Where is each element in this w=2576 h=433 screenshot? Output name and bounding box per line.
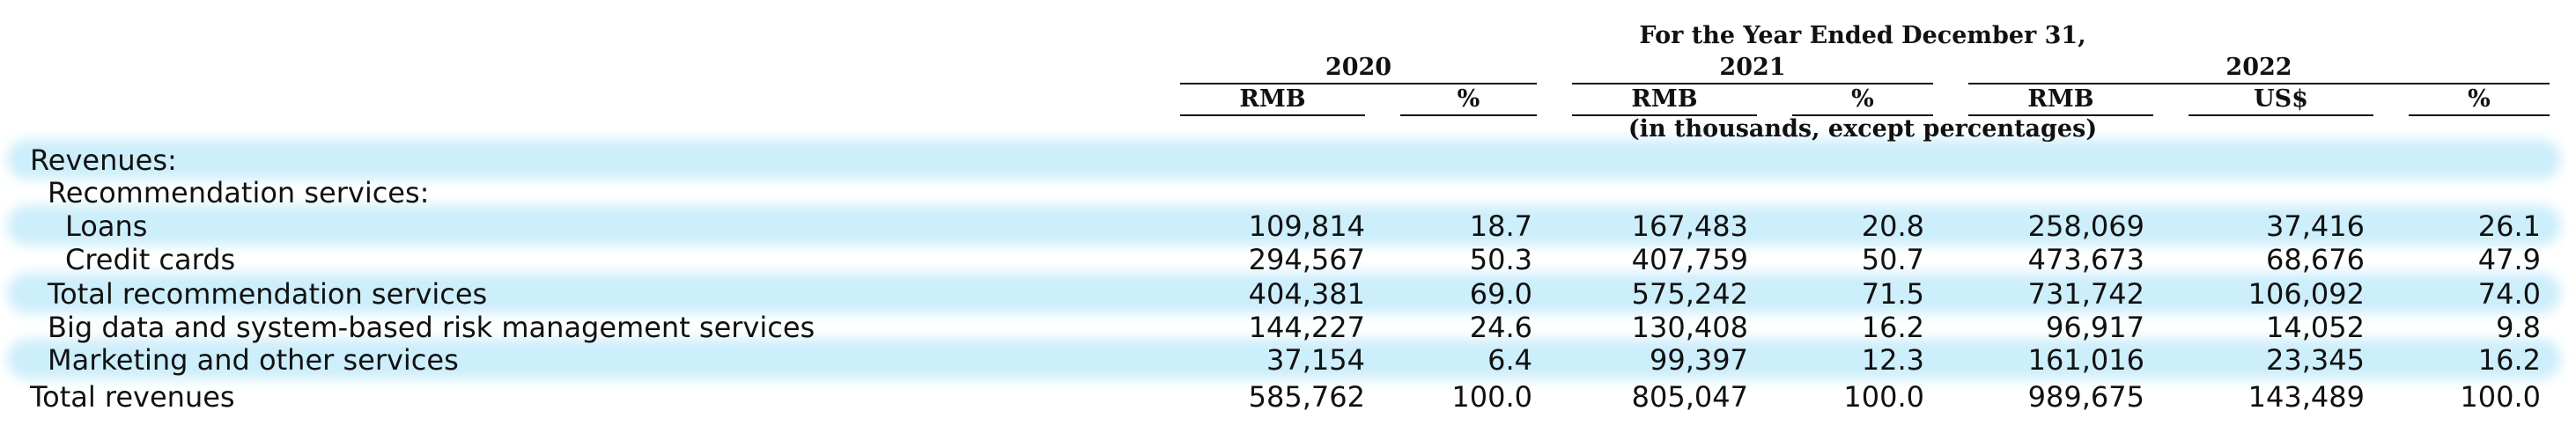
col-2021-rmb-header: RMB: [1631, 85, 1698, 113]
col-2022-rmb-rule: [1968, 114, 2153, 116]
cell-2020-rmb: 585,762: [1248, 380, 1365, 414]
cell-2022-usd: 37,416: [2266, 209, 2365, 243]
year-2020-header: 2020: [1325, 54, 1392, 81]
cell-2020-pct: 100.0: [1451, 380, 1532, 414]
cell-2021-pct: 20.8: [1861, 209, 1924, 243]
period-header: For the Year Ended December 31,: [1639, 22, 2086, 49]
cell-2020-pct: 24.6: [1469, 311, 1532, 344]
col-2022-usd-header: US$: [2254, 85, 2308, 113]
row-revenues: Revenues:: [0, 143, 2576, 177]
row-label: Marketing and other services: [48, 343, 459, 377]
cell-2022-pct: 47.9: [2477, 243, 2541, 276]
col-2020-pct-header: %: [1457, 85, 1480, 113]
row-label: Revenues:: [30, 143, 177, 177]
row-big-data-risk-management: Big data and system-based risk managemen…: [0, 311, 2576, 344]
highlight-band-marketing: [16, 348, 2552, 371]
year-2022-rule: [1968, 83, 2550, 84]
year-2021-rule: [1572, 83, 1933, 84]
cell-2022-usd: 14,052: [2266, 311, 2365, 344]
cell-2021-pct: 71.5: [1861, 277, 1924, 311]
cell-2020-pct: 18.7: [1469, 209, 1532, 243]
cell-2022-rmb: 161,016: [2027, 343, 2144, 377]
year-2022-header: 2022: [2225, 54, 2292, 81]
col-2022-pct-header: %: [2468, 85, 2491, 113]
col-2022-usd-rule: [2188, 114, 2373, 116]
cell-2021-rmb: 167,483: [1631, 209, 1748, 243]
cell-2020-rmb: 37,154: [1266, 343, 1365, 377]
cell-2020-rmb: 144,227: [1248, 311, 1365, 344]
row-total-revenues: Total revenues 585,762 100.0 805,047 100…: [0, 380, 2576, 414]
cell-2022-rmb: 473,673: [2027, 243, 2144, 276]
col-2021-pct-rule: [1792, 114, 1933, 116]
highlight-band-loans: [16, 214, 2552, 237]
cell-2022-usd: 143,489: [2248, 380, 2365, 414]
row-credit-cards: Credit cards 294,567 50.3 407,759 50.7 4…: [0, 243, 2576, 276]
cell-2022-rmb: 96,917: [2046, 311, 2144, 344]
cell-2020-rmb: 109,814: [1248, 209, 1365, 243]
cell-2020-pct: 69.0: [1469, 277, 1532, 311]
row-recommendation-services: Recommendation services:: [0, 176, 2576, 209]
cell-2020-pct: 6.4: [1487, 343, 1532, 377]
cell-2021-pct: 100.0: [1843, 380, 1924, 414]
cell-2020-pct: 50.3: [1469, 243, 1532, 276]
units-note: (in thousands, except percentages): [1628, 115, 2098, 143]
cell-2020-rmb: 294,567: [1248, 243, 1365, 276]
cell-2021-pct: 50.7: [1861, 243, 1924, 276]
col-2020-rmb-rule: [1180, 114, 1365, 116]
cell-2021-pct: 12.3: [1861, 343, 1924, 377]
col-2022-rmb-header: RMB: [2027, 85, 2094, 113]
cell-2022-rmb: 731,742: [2027, 277, 2144, 311]
row-marketing-other-services: Marketing and other services 37,154 6.4 …: [0, 343, 2576, 377]
row-label: Recommendation services:: [48, 176, 430, 209]
row-label: Total recommendation services: [48, 277, 488, 311]
cell-2021-pct: 16.2: [1861, 311, 1924, 344]
cell-2021-rmb: 407,759: [1631, 243, 1748, 276]
row-label: Loans: [65, 209, 148, 243]
cell-2021-rmb: 575,242: [1631, 277, 1748, 311]
cell-2021-rmb: 99,397: [1650, 343, 1748, 377]
highlight-band-revenues: [16, 148, 2552, 171]
col-2020-pct-rule: [1400, 114, 1537, 116]
cell-2021-rmb: 130,408: [1631, 311, 1748, 344]
row-label: Big data and system-based risk managemen…: [48, 311, 816, 344]
cell-2021-rmb: 805,047: [1631, 380, 1748, 414]
col-2020-rmb-header: RMB: [1239, 85, 1306, 113]
row-label: Total revenues: [30, 380, 235, 414]
cell-2022-rmb: 989,675: [2027, 380, 2144, 414]
row-label: Credit cards: [65, 243, 236, 276]
cell-2022-usd: 68,676: [2266, 243, 2365, 276]
col-2021-pct-header: %: [1851, 85, 1874, 113]
year-2021-header: 2021: [1719, 54, 1786, 81]
cell-2022-pct: 100.0: [2460, 380, 2541, 414]
cell-2022-rmb: 258,069: [2027, 209, 2144, 243]
col-2022-pct-rule: [2409, 114, 2550, 116]
cell-2022-pct: 74.0: [2477, 277, 2541, 311]
highlight-band-total-recommendation: [16, 282, 2552, 305]
year-2020-rule: [1180, 83, 1537, 84]
cell-2022-pct: 16.2: [2477, 343, 2541, 377]
cell-2020-rmb: 404,381: [1248, 277, 1365, 311]
row-total-recommendation-services: Total recommendation services 404,381 69…: [0, 277, 2576, 311]
cell-2022-usd: 23,345: [2266, 343, 2365, 377]
col-2021-rmb-rule: [1572, 114, 1757, 116]
cell-2022-pct: 9.8: [2496, 311, 2541, 344]
cell-2022-usd: 106,092: [2248, 277, 2365, 311]
cell-2022-pct: 26.1: [2477, 209, 2541, 243]
row-loans: Loans 109,814 18.7 167,483 20.8 258,069 …: [0, 209, 2576, 243]
